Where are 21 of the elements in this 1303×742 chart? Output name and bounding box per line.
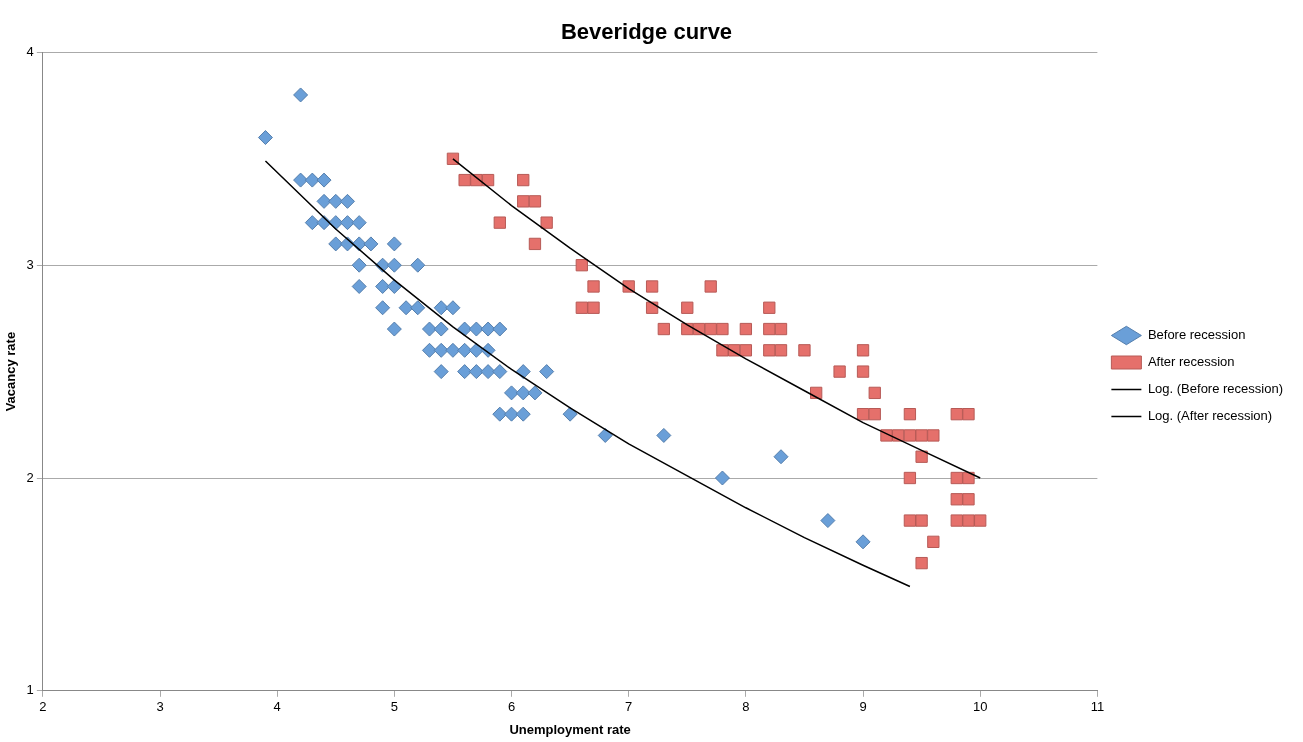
y-tick-label: 1 [26,682,34,698]
x-tick-label: 10 [972,699,988,715]
x-tick-label: 3 [156,699,164,715]
legend-label: Before recession [1147,327,1246,343]
x-tick-label: 2 [39,699,47,715]
x-tick-label: 4 [273,699,281,715]
chart-title: Beveridge curve [560,19,733,45]
x-tick-label: 5 [390,699,398,715]
x-tick-label: 11 [1090,699,1105,715]
y-tick-label: 2 [26,469,34,485]
y-tick-label: 3 [26,256,34,272]
x-tick-label: 9 [859,699,867,715]
x-tick-label: 8 [742,699,750,715]
y-axis-title: Vacancy rate [3,331,19,412]
x-axis-title: Unemployment rate [509,721,631,737]
legend-label: Log. (Before recession) [1147,381,1283,397]
x-tick-label: 7 [625,699,633,715]
y-tick-label: 4 [26,43,34,59]
x-tick-label: 6 [507,699,516,715]
legend-label: Log. (After recession) [1147,408,1273,424]
legend-label: After recession [1147,354,1235,370]
